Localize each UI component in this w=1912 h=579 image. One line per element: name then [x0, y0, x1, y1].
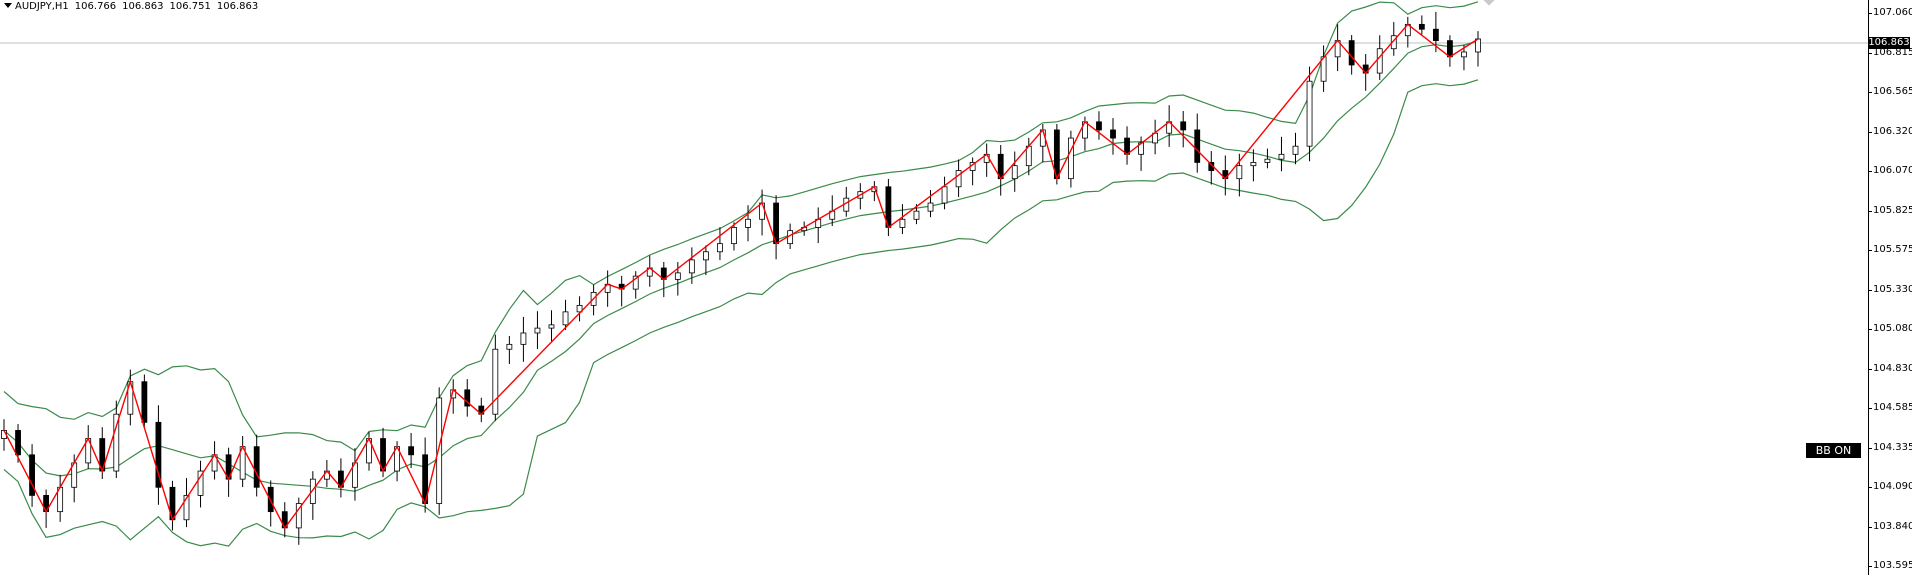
candle-body [899, 218, 906, 228]
candle-body [1011, 165, 1018, 180]
candle-body [295, 503, 302, 529]
middle-band-line [3, 40, 1479, 492]
price-tick: 106.815 [1867, 47, 1912, 59]
candle-body [506, 343, 513, 350]
symbol-timeframe: AUDJPY,H1 [15, 1, 69, 12]
bollinger-middle-band [3, 40, 1479, 492]
zigzag-line [3, 23, 1479, 530]
candle-body [1447, 40, 1453, 58]
candle-body [1110, 129, 1116, 139]
candle-body [155, 421, 162, 488]
candle-body [1124, 137, 1130, 155]
candle-body [113, 413, 120, 472]
candle-body [548, 324, 555, 329]
zigzag-polyline [3, 23, 1479, 530]
candle-body [1264, 158, 1271, 163]
bb-indicator-label[interactable]: BB ON [1806, 443, 1861, 458]
price-tick: 104.090 [1867, 481, 1912, 493]
candle-body [1292, 145, 1299, 155]
current-price-tag: 106.863 [1868, 37, 1910, 49]
price-tick: 105.825 [1867, 205, 1912, 217]
candle-body [1432, 28, 1439, 42]
price-tick: 104.585 [1867, 402, 1912, 414]
candle-body [1278, 153, 1285, 160]
candle-body [955, 170, 962, 188]
candle-body [1390, 35, 1397, 50]
bollinger-lower-band [3, 79, 1479, 547]
price-tick: 105.330 [1867, 284, 1912, 296]
price-tick: 106.070 [1867, 165, 1912, 177]
candle-body [15, 430, 21, 456]
candle-body [632, 275, 639, 290]
candles [1, 11, 1481, 545]
price-tick: 104.830 [1867, 363, 1912, 375]
candle-body [717, 243, 723, 253]
price-tick: 106.565 [1867, 86, 1912, 98]
chart-area[interactable]: AUDJPY,H1 106.766 106.863 106.751 106.863 BB… [0, 0, 1868, 575]
candle-body [1348, 40, 1355, 66]
ohlc-close: 106.863 [216, 1, 259, 12]
ohlc-open: 106.766 [74, 1, 117, 12]
candle-body [674, 272, 681, 280]
ohlc-low: 106.751 [169, 1, 211, 12]
dropdown-triangle-icon[interactable] [4, 3, 12, 8]
candle-body [759, 202, 765, 220]
candle-body [576, 304, 583, 313]
ohlc-high: 106.863 [122, 1, 164, 12]
candle-body [253, 446, 260, 488]
candle-body [1418, 23, 1425, 30]
candle-body [941, 186, 948, 204]
candle-body [1067, 137, 1074, 180]
candle-body [309, 478, 316, 504]
candle-body [913, 210, 920, 220]
price-axis[interactable]: 107.060 106.815 106.565 106.320 106.070 105.8… [1867, 0, 1912, 575]
candle-body [197, 470, 204, 496]
candle-body [731, 227, 737, 245]
price-tick: 106.320 [1867, 126, 1912, 138]
candle-body [1475, 38, 1481, 53]
candle-body [183, 495, 190, 521]
candle-body [745, 218, 751, 228]
candle-body [927, 202, 934, 212]
price-chart[interactable] [0, 0, 1868, 575]
candle-body [1376, 48, 1383, 74]
price-tick: 103.595 [1867, 560, 1912, 572]
candle-body [703, 251, 709, 261]
candle-body [1250, 162, 1257, 167]
price-tick: 104.335 [1867, 442, 1912, 454]
candle-body [436, 397, 443, 504]
candle-body [520, 332, 527, 345]
candle-body [464, 389, 471, 407]
upper-band-line [3, 1, 1479, 452]
candle-body [1180, 121, 1187, 131]
candle-body [1194, 129, 1201, 163]
candle-body [688, 259, 695, 274]
candle-body [408, 446, 415, 456]
candle-body [1461, 51, 1467, 58]
price-tick: 105.575 [1867, 244, 1912, 256]
candle-body [1306, 80, 1313, 147]
candle-body [1096, 121, 1102, 131]
candle-body [1236, 165, 1243, 180]
candle-body [29, 454, 35, 496]
price-tick: 107.060 [1867, 7, 1912, 19]
candle-body [562, 311, 569, 326]
price-tick: 105.080 [1867, 323, 1912, 335]
candle-body [141, 381, 148, 423]
candle-body [534, 327, 541, 334]
symbol-header[interactable]: AUDJPY,H1 106.766 106.863 106.751 106.863 [4, 1, 258, 12]
bollinger-upper-band [3, 1, 1479, 452]
price-tick: 103.840 [1867, 521, 1912, 533]
candle-body [492, 348, 499, 415]
lower-band-line [3, 79, 1479, 547]
